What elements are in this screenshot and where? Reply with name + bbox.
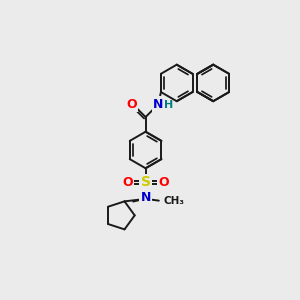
Text: O: O <box>158 176 169 189</box>
Text: CH₃: CH₃ <box>163 196 184 206</box>
Text: N: N <box>153 98 164 111</box>
Text: O: O <box>122 176 133 189</box>
Text: N: N <box>140 191 151 204</box>
Text: O: O <box>126 98 136 111</box>
Text: H: H <box>164 100 173 110</box>
Text: S: S <box>141 176 151 189</box>
